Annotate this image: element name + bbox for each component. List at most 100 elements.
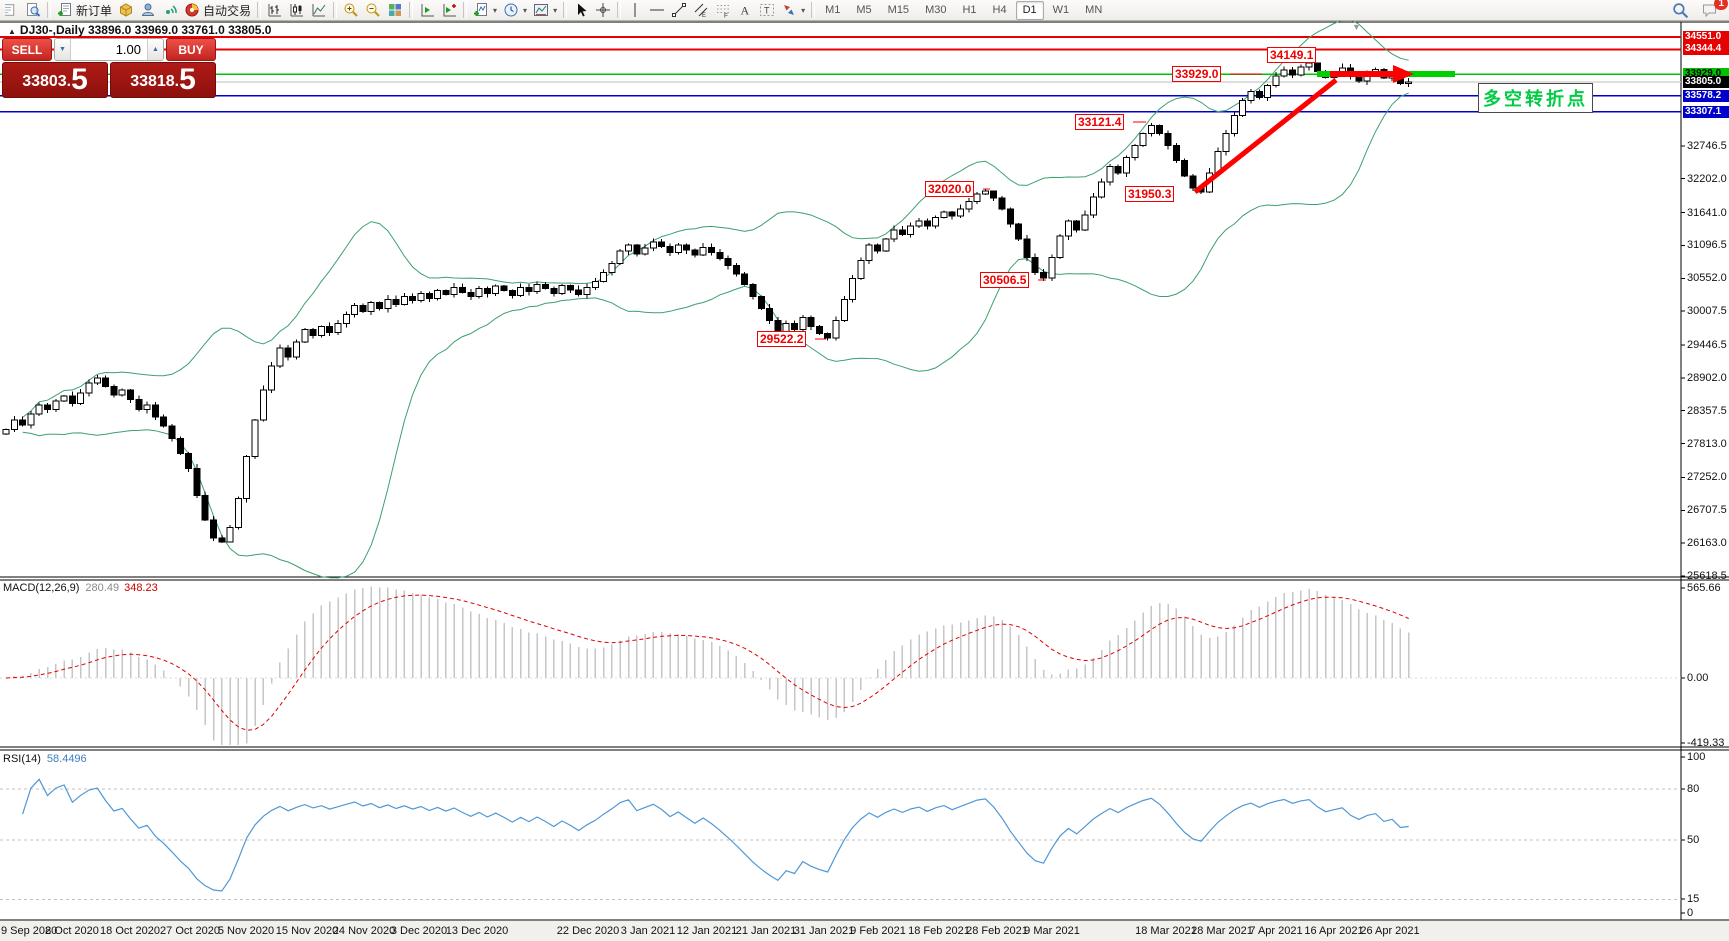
price-axis-tick: 27252.0 [1687,471,1727,484]
one-click-trading-panel: SELL ▼ ▲ BUY 33803.5 33818.5 [2,38,216,98]
sell-price-display[interactable]: 33803. 5 [2,62,108,98]
timeframe-button-mn[interactable]: MN [1085,3,1103,16]
price-annotation: 30506.5 [980,272,1030,288]
bar-chart-mode-icon[interactable] [264,1,286,19]
toolbar-separator [333,2,338,18]
toolbar-separator [409,2,414,18]
macd-axis-tick: -419.33 [1687,737,1725,749]
zoom-out-icon[interactable] [362,1,384,19]
horizontal-line-tool[interactable] [646,1,668,19]
price-axis-tick: 31096.5 [1687,239,1727,252]
fibonacci-tool[interactable]: F [712,1,734,19]
date-axis-label: 8 Oct 2020 [45,925,99,937]
arrow-objects-tool[interactable]: ▾ [778,1,808,19]
print-preview-icon[interactable] [22,1,44,19]
chart-shift-icon[interactable] [438,1,460,19]
timeframe-button-m15[interactable]: M15 [887,3,910,16]
dropdown-caret-icon: ▾ [553,5,558,15]
macd-main-value: 280.49 [85,582,120,594]
turning-point-label[interactable]: 多空转折点 [1478,83,1593,113]
collapse-marker-icon[interactable]: ▲ [8,27,16,36]
add-indicator-button[interactable]: ▾ [470,1,500,19]
date-axis-label: 15 Nov 2020 [275,925,339,937]
price-annotation: 33121.4 [1075,114,1125,130]
notification-badge: 1 [1714,0,1728,10]
chart-template-button[interactable]: ▾ [530,1,560,19]
new-order-button[interactable]: 新订单 [54,1,115,19]
profile-icon[interactable] [137,1,159,19]
main-toolbar: 新订单 自动交易 ▾ ▾ ▾ E F A T ▾ [0,0,1729,21]
timeframe-button-m5[interactable]: M5 [856,3,872,16]
toolbar-separator [563,2,568,18]
scroll-position-marker-icon[interactable]: ▼ [1352,22,1361,32]
toolbar-separator [257,2,262,18]
date-axis-label: 18 Feb 2021 [908,925,970,937]
svg-text:A: A [741,4,750,18]
price-axis-tick: 26163.0 [1687,537,1727,550]
volume-input[interactable] [71,39,147,60]
price-annotation: 32020.0 [925,181,975,197]
notifications-chat-icon[interactable]: 1 [1698,0,1728,19]
date-axis-label: 16 Apr 2021 [1304,925,1364,937]
vertical-line-tool[interactable] [624,1,646,19]
date-axis-label: 31 Jan 2021 [793,925,855,937]
chart-window-icon[interactable] [2,1,22,19]
date-axis-label: 28 Feb 2021 [966,925,1028,937]
timeframe-button-h1[interactable]: H1 [962,3,977,16]
price-annotation: 31950.3 [1125,186,1175,202]
macd-axis-tick: 0.00 [1687,672,1709,684]
search-icon[interactable] [1669,1,1692,19]
period-clock-button[interactable]: ▾ [500,1,530,19]
toolbar-separator [47,2,51,18]
market-watch-cube-icon[interactable] [115,1,137,19]
signal-broadcast-icon[interactable] [159,1,181,19]
crosshair-tool[interactable] [592,1,614,19]
timeframe-button-h4[interactable]: H4 [992,3,1007,16]
timeframe-button-m1[interactable]: M1 [825,3,841,16]
equidistant-channel-tool[interactable]: E [690,1,712,19]
buy-button[interactable]: BUY [166,38,216,61]
sell-price-big-digit: 5 [71,63,88,96]
candle-chart-mode-icon[interactable] [286,1,308,19]
trendline-tool[interactable] [668,1,690,19]
rsi-value: 58.4496 [46,753,87,765]
rsi-axis-tick: 50 [1687,834,1700,846]
sell-price-main: 33803. [22,73,72,90]
date-axis-label: 24 Nov 2020 [332,925,396,937]
price-line-badge: 33307.1 [1683,105,1729,118]
macd-label: MACD(12,26,9) 280.49 348.23 [3,582,158,594]
toolbar-right-group: 1 [1669,0,1728,19]
line-chart-mode-icon[interactable] [308,1,330,19]
price-axis-tick: 28357.5 [1687,404,1727,417]
timeframe-button-m30[interactable]: M30 [925,3,947,16]
timeframe-button-d1[interactable]: D1 [1015,0,1044,20]
volume-increase-button[interactable]: ▲ [147,39,163,60]
date-axis-label: 9 Sep 2020 [1,925,58,937]
buy-price-big-digit: 5 [179,63,196,96]
cursor-tool[interactable] [570,1,592,19]
volume-decrease-button[interactable]: ▼ [55,39,71,60]
price-axis-tick: 30552.0 [1687,272,1727,285]
autoscroll-icon[interactable] [416,1,438,19]
tile-windows-icon[interactable] [384,1,406,19]
date-axis-label: 9 Mar 2021 [1024,925,1080,937]
price-axis-tick: 30007.5 [1687,305,1727,318]
date-axis-strip [0,921,1729,941]
text-tool[interactable]: A [734,1,756,19]
date-axis-label: 22 Dec 2020 [556,925,620,937]
buy-price-display[interactable]: 33818. 5 [110,62,216,98]
zoom-in-icon[interactable] [340,1,362,19]
macd-axis-tick: 565.66 [1687,582,1721,594]
macd-signal-value: 348.23 [124,582,158,594]
price-annotation: 34149.1 [1267,47,1317,63]
price-axis-tick: 25618.5 [1687,570,1727,582]
text-label-tool[interactable]: T [756,1,778,19]
sell-button[interactable]: SELL [2,38,52,61]
timeframe-button-w1[interactable]: W1 [1052,3,1070,16]
svg-text:T: T [764,6,770,16]
autotrade-button[interactable]: 自动交易 [181,1,254,19]
svg-text:E: E [702,13,706,18]
chart-canvas[interactable] [0,21,1729,941]
autotrade-label: 自动交易 [203,3,252,18]
